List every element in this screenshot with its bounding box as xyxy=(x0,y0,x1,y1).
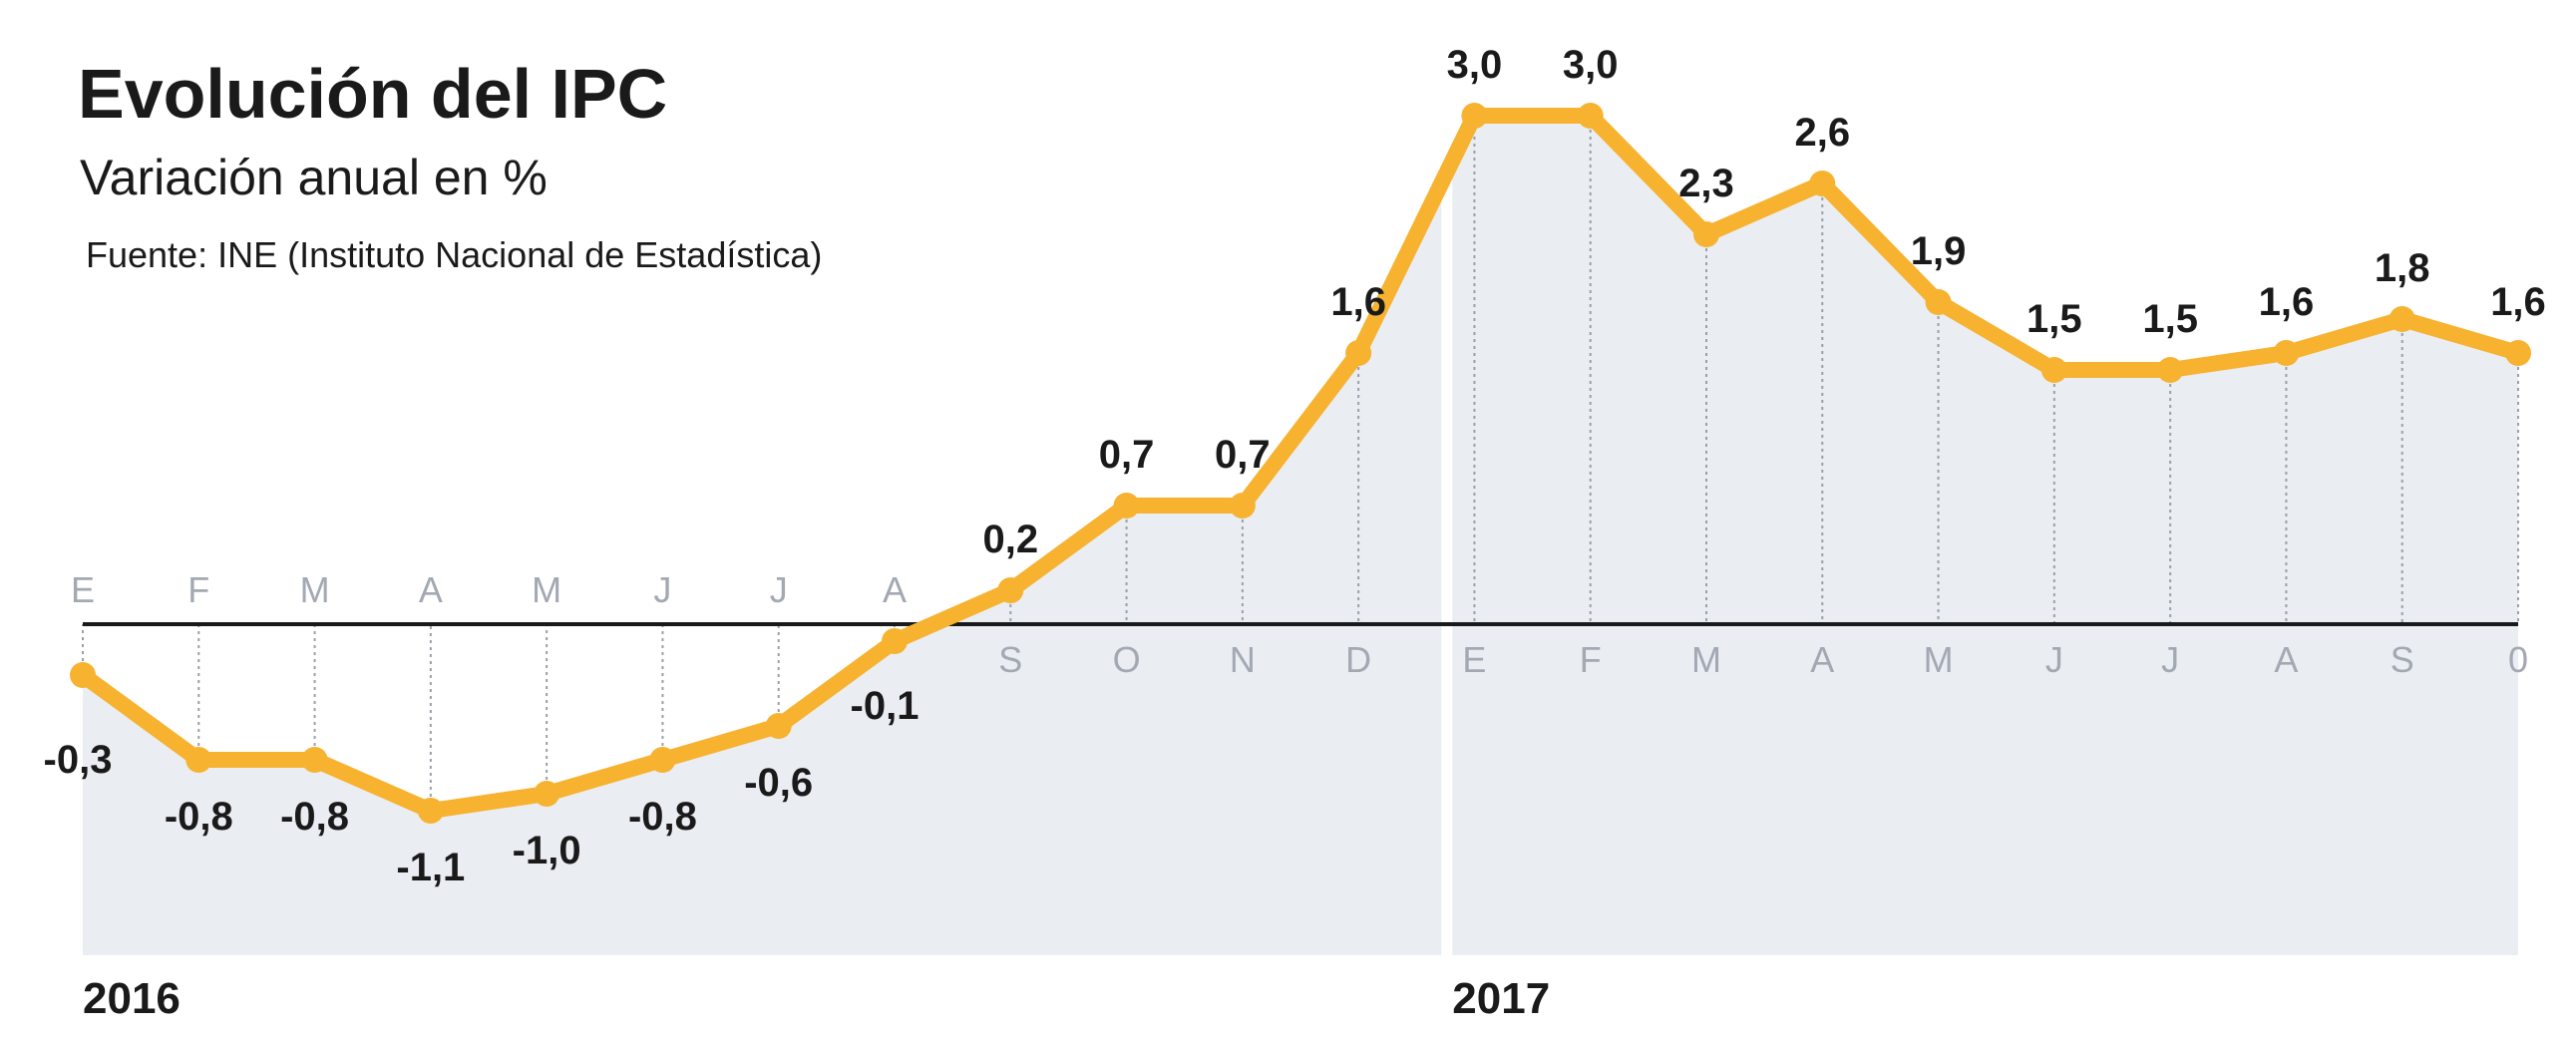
data-label: 2,6 xyxy=(1794,111,1850,155)
data-label: 3,0 xyxy=(1447,43,1503,87)
month-label: E xyxy=(1462,639,1486,680)
year-label: 2017 xyxy=(1452,974,1550,1023)
data-point xyxy=(2157,357,2184,383)
data-label: 1,6 xyxy=(2259,280,2315,324)
month-label: S xyxy=(998,639,1022,680)
month-label: F xyxy=(1580,639,1602,680)
month-label: A xyxy=(2274,639,2298,680)
data-point xyxy=(882,628,908,654)
data-label: 0,2 xyxy=(982,518,1038,561)
data-label: -0,8 xyxy=(165,795,233,839)
data-point xyxy=(534,781,560,807)
data-label: -0,1 xyxy=(851,684,920,728)
data-point xyxy=(649,747,676,773)
month-label: J xyxy=(653,569,671,610)
data-point xyxy=(185,747,212,773)
year-separator xyxy=(1441,0,1453,957)
data-label: -1,0 xyxy=(513,829,581,872)
data-label: 2,3 xyxy=(1678,162,1734,205)
data-point xyxy=(1925,289,1952,315)
data-point xyxy=(1229,493,1256,519)
month-label: J xyxy=(770,569,788,610)
month-label: S xyxy=(2391,639,2414,680)
month-label: 0 xyxy=(2508,639,2528,680)
month-label: N xyxy=(1230,639,1256,680)
data-point xyxy=(1577,103,1604,129)
data-point xyxy=(301,747,328,773)
data-label: -1,1 xyxy=(396,846,465,889)
month-label: M xyxy=(532,569,561,610)
data-point xyxy=(1809,171,1836,196)
data-point xyxy=(70,662,96,688)
data-label: 1,9 xyxy=(1911,229,1967,273)
data-label: 0,7 xyxy=(1099,433,1155,477)
data-point xyxy=(2505,340,2531,366)
month-label: A xyxy=(419,569,443,610)
data-point xyxy=(765,713,792,739)
data-label: 3,0 xyxy=(1563,43,1619,87)
year-label: 2016 xyxy=(83,974,181,1023)
chart-subtitle: Variación anual en % xyxy=(80,150,548,205)
data-point xyxy=(417,798,444,824)
data-label: 0,7 xyxy=(1215,433,1271,477)
chart-title: Evolución del IPC xyxy=(78,55,667,133)
data-point xyxy=(2273,340,2300,366)
data-point xyxy=(997,577,1024,603)
month-label: A xyxy=(1810,639,1834,680)
data-point xyxy=(1461,103,1488,129)
month-label: F xyxy=(187,569,209,610)
area-fill xyxy=(83,116,2518,955)
month-label: E xyxy=(71,569,95,610)
series-line xyxy=(78,108,2521,819)
data-label: 1,6 xyxy=(1330,280,1386,324)
month-label: D xyxy=(1345,639,1371,680)
month-label: M xyxy=(1924,639,1954,680)
data-label: -0,8 xyxy=(280,795,349,839)
data-point xyxy=(1113,493,1140,519)
month-label: J xyxy=(2045,639,2063,680)
month-label: A xyxy=(883,569,907,610)
data-label: 1,6 xyxy=(2490,280,2546,324)
month-label: M xyxy=(300,569,330,610)
month-label: O xyxy=(1113,639,1141,680)
data-label: -0,6 xyxy=(744,761,813,805)
data-point xyxy=(2040,357,2067,383)
chart-source: Fuente: INE (Instituto Nacional de Estad… xyxy=(86,234,822,275)
data-label: -0,8 xyxy=(628,795,697,839)
data-label: 1,5 xyxy=(2142,297,2198,341)
data-label: 1,5 xyxy=(2026,297,2082,341)
month-label: J xyxy=(2161,639,2179,680)
data-point xyxy=(1693,221,1719,247)
data-point xyxy=(2389,306,2415,332)
data-point xyxy=(1345,340,1372,366)
month-label: M xyxy=(1691,639,1721,680)
data-label: 1,8 xyxy=(2375,246,2430,290)
data-label: -0,3 xyxy=(44,738,113,782)
